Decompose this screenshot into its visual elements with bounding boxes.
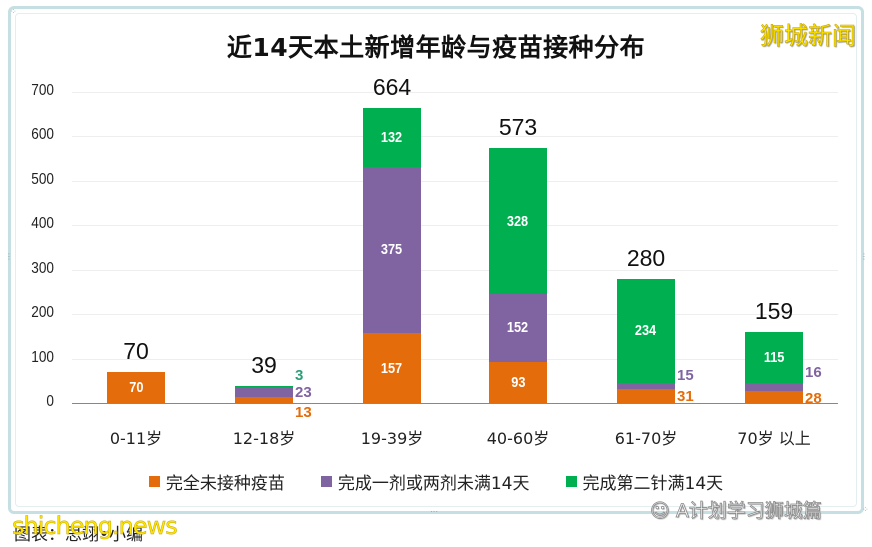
side-value-label: 23 bbox=[295, 384, 312, 401]
resize-handle-right[interactable]: ⋮ bbox=[860, 252, 868, 261]
bar-segment-full bbox=[235, 385, 293, 387]
segment-value-label: 132 bbox=[381, 128, 403, 146]
gridline bbox=[72, 225, 838, 226]
gridline bbox=[72, 314, 838, 315]
segment-value-label: 115 bbox=[763, 349, 785, 367]
x-category-label: 70岁 以上 bbox=[737, 429, 811, 448]
legend-label: 完成第二针满14天 bbox=[582, 474, 724, 494]
bar-segment-full: 115 bbox=[745, 332, 803, 384]
chart-frame bbox=[8, 6, 864, 514]
legend-swatch-green bbox=[565, 476, 577, 487]
legend-label: 完全未接种疫苗 bbox=[165, 474, 285, 494]
resize-handle-bottom-right[interactable]: ⁘ bbox=[862, 505, 869, 514]
chart-frame-inner bbox=[15, 13, 857, 507]
bar-segment-unvaccinated bbox=[745, 390, 803, 403]
segment-value-label: 157 bbox=[381, 359, 403, 377]
gridline bbox=[72, 270, 838, 271]
gridline bbox=[72, 359, 838, 360]
brand-logo-text: 狮城新闻 bbox=[760, 22, 857, 51]
side-value-label: 28 bbox=[805, 390, 822, 407]
legend-swatch-orange bbox=[148, 476, 160, 487]
y-tick-label: 0 bbox=[46, 393, 54, 410]
y-tick-label: 700 bbox=[31, 82, 54, 99]
x-category-label: 61-70岁 bbox=[614, 429, 678, 448]
y-tick-label: 600 bbox=[31, 126, 54, 144]
resize-handle-top-left[interactable]: ⁘ bbox=[10, 7, 17, 16]
legend-label: 完成一剂或两剂未满14天 bbox=[337, 474, 530, 494]
legend-item-unvaccinated: 完全未接种疫苗 bbox=[148, 469, 285, 494]
x-category-label: 19-39岁 bbox=[360, 429, 424, 448]
bar-segment-full: 132 bbox=[363, 107, 421, 167]
bar-segment-partial bbox=[235, 387, 293, 398]
legend-item-partial: 完成一剂或两剂未满14天 bbox=[320, 469, 530, 494]
bar-segment-full: 234 bbox=[617, 278, 675, 383]
bar-segment-unvaccinated: 70 bbox=[107, 371, 165, 403]
figure-caption: 图表：思翊•小编 bbox=[14, 525, 144, 545]
resize-handle-bottom[interactable]: ⋯ bbox=[430, 507, 438, 516]
bar-segment-unvaccinated bbox=[235, 397, 293, 403]
bar-total-label: 70 bbox=[123, 337, 149, 364]
segment-value-label: 234 bbox=[635, 322, 657, 340]
bar-segment-unvaccinated bbox=[617, 389, 675, 403]
legend-item-full: 完成第二针满14天 bbox=[565, 469, 724, 494]
bar-segment-partial: 375 bbox=[363, 166, 421, 334]
bar-total-label: 159 bbox=[754, 298, 794, 325]
bar-total-label: 573 bbox=[498, 114, 538, 141]
bar-total-label: 664 bbox=[372, 73, 412, 100]
segment-value-label: 328 bbox=[507, 212, 529, 230]
side-value-label: 31 bbox=[677, 388, 694, 405]
bar-segment-unvaccinated: 93 bbox=[489, 361, 547, 403]
x-category-label: 0-11岁 bbox=[109, 429, 163, 448]
segment-value-label: 375 bbox=[381, 241, 403, 259]
resize-handle-left[interactable]: ⋮ bbox=[5, 252, 13, 261]
watermark-account-text: A计划学习狮城篇 bbox=[675, 500, 822, 523]
bar-segment-partial bbox=[617, 382, 675, 390]
side-value-label: 3 bbox=[295, 367, 304, 384]
bar-segment-partial: 152 bbox=[489, 294, 547, 362]
segment-value-label: 93 bbox=[510, 373, 526, 391]
legend-swatch-purple bbox=[320, 476, 332, 487]
watermark-site: shicheng.news bbox=[12, 512, 178, 541]
y-tick-label: 200 bbox=[31, 304, 54, 322]
chart-title: 近14天本土新增年龄与疫苗接种分布 bbox=[226, 33, 646, 62]
bar-total-label: 280 bbox=[626, 244, 666, 271]
x-axis-line bbox=[72, 403, 838, 404]
y-tick-label: 400 bbox=[31, 215, 54, 233]
side-value-label: 13 bbox=[295, 404, 312, 421]
y-tick-label: 300 bbox=[31, 259, 54, 277]
wechat-icon: ☺ bbox=[650, 500, 676, 523]
y-tick-label: 500 bbox=[31, 170, 54, 188]
gridline bbox=[72, 92, 838, 93]
bar-segment-partial bbox=[745, 383, 803, 391]
y-tick-label: 100 bbox=[31, 348, 54, 366]
legend: 完全未接种疫苗 完成一剂或两剂未满14天 完成第二针满14天 bbox=[0, 469, 872, 494]
bar-total-label: 39 bbox=[251, 351, 277, 378]
gridline bbox=[72, 181, 838, 182]
bar-segment-full: 328 bbox=[489, 148, 547, 295]
segment-value-label: 70 bbox=[128, 378, 144, 396]
bar-segment-unvaccinated: 157 bbox=[363, 333, 421, 403]
watermark-account: ☺ A计划学习狮城篇 bbox=[650, 496, 823, 523]
x-category-label: 12-18岁 bbox=[232, 429, 296, 448]
x-category-label: 40-60岁 bbox=[486, 429, 550, 448]
side-value-label: 15 bbox=[677, 367, 694, 384]
gridline bbox=[72, 136, 838, 137]
segment-value-label: 152 bbox=[507, 319, 529, 337]
side-value-label: 16 bbox=[805, 364, 822, 381]
